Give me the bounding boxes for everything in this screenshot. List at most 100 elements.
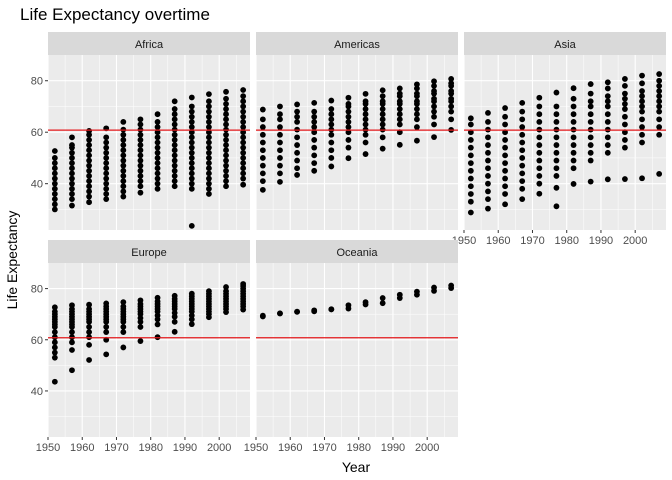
data-point [171, 157, 178, 164]
data-point [502, 113, 508, 120]
data-point [223, 183, 229, 190]
data-point [639, 88, 645, 94]
facet-africa: Africa 40 60 80 [31, 32, 250, 230]
x-tick-label: 1970 [520, 235, 544, 247]
data-point [536, 142, 543, 148]
data-point [86, 357, 92, 363]
data-point [553, 111, 560, 118]
data-point [120, 119, 127, 125]
data-point [206, 288, 212, 295]
data-point [519, 196, 526, 203]
data-point [103, 185, 110, 192]
data-point [277, 147, 283, 154]
data-point [553, 134, 560, 141]
data-point [86, 306, 92, 312]
data-point [502, 175, 508, 182]
strip-label-americas: Americas [334, 39, 380, 51]
data-point [188, 124, 195, 130]
data-point [51, 165, 58, 172]
data-point [519, 99, 526, 106]
data-point [448, 88, 455, 94]
data-point [536, 190, 543, 197]
data-point [51, 308, 58, 315]
data-point [137, 116, 144, 123]
y-tick-label: 40 [31, 386, 43, 398]
data-point [206, 124, 212, 130]
data-point [345, 129, 352, 136]
data-point [120, 183, 127, 190]
data-point [240, 155, 247, 161]
data-point [223, 131, 229, 138]
data-point [570, 157, 577, 164]
data-point [137, 183, 144, 190]
data-point [379, 121, 386, 128]
y-tick-label: 40 [31, 179, 43, 191]
data-point [171, 183, 178, 190]
data-point [120, 344, 127, 351]
data-point [448, 80, 455, 87]
data-point [69, 165, 75, 172]
data-point [536, 119, 543, 125]
data-point [171, 162, 178, 169]
data-point [154, 119, 161, 125]
data-point [86, 183, 92, 190]
data-point [137, 173, 144, 179]
data-point [622, 90, 628, 97]
y-tick-label: 60 [31, 127, 43, 139]
data-point [51, 339, 58, 346]
data-point [120, 299, 127, 306]
data-point [69, 329, 75, 335]
data-point [414, 98, 420, 105]
data-point [502, 152, 508, 159]
data-point [137, 178, 144, 185]
data-point [622, 100, 628, 107]
data-point [51, 185, 58, 192]
data-point [519, 147, 526, 154]
data-point [188, 108, 195, 115]
data-point [69, 170, 75, 177]
data-point [639, 124, 645, 130]
data-point [431, 103, 437, 110]
data-point [86, 147, 92, 154]
data-point [69, 134, 75, 141]
data-point [639, 175, 645, 182]
data-point [240, 134, 247, 141]
data-point [154, 129, 161, 136]
data-point [639, 131, 645, 138]
data-point [259, 178, 266, 185]
data-point [259, 116, 266, 123]
data-point [277, 162, 283, 169]
data-point [448, 103, 455, 110]
facet-oceania: Oceania 1950 1960 1970 1980 1990 2000 [244, 240, 458, 454]
data-point [328, 155, 335, 161]
data-point [86, 152, 92, 159]
data-point [103, 149, 110, 156]
data-point [86, 188, 92, 195]
data-point [137, 324, 144, 330]
data-point [206, 108, 212, 115]
data-point [485, 188, 491, 195]
data-point [345, 155, 352, 162]
data-point [431, 78, 437, 85]
data-point [240, 129, 247, 136]
data-point [379, 93, 386, 100]
data-point [240, 175, 247, 182]
data-point [120, 188, 127, 195]
strip-americas [256, 32, 458, 55]
data-point [519, 170, 526, 177]
data-point [154, 124, 161, 130]
data-point [639, 80, 645, 87]
data-point [171, 318, 178, 325]
data-point [656, 103, 663, 110]
data-point [277, 111, 283, 118]
data-point [120, 324, 127, 330]
data-point [206, 134, 212, 141]
data-point [379, 134, 386, 141]
data-point [86, 128, 92, 134]
data-point [120, 173, 127, 179]
data-point [485, 165, 491, 172]
data-point [431, 284, 437, 291]
data-point [639, 72, 645, 79]
data-point [485, 110, 491, 116]
data-point [51, 155, 58, 161]
